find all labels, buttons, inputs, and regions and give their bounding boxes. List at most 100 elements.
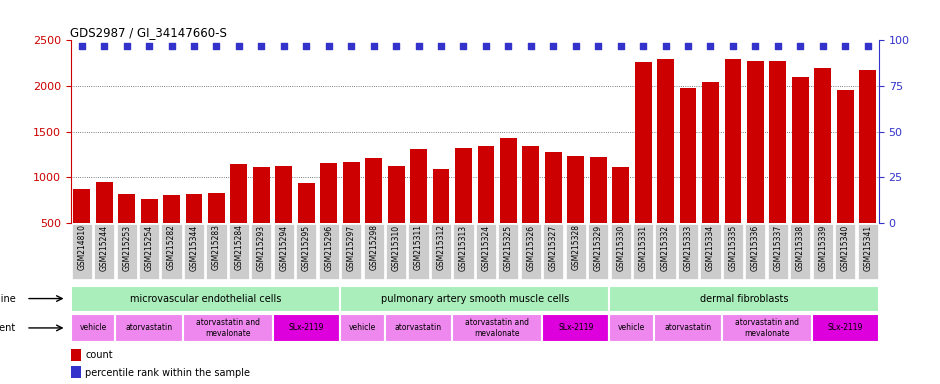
Text: GSM215325: GSM215325 bbox=[504, 224, 513, 271]
Bar bbox=[343, 162, 360, 268]
FancyBboxPatch shape bbox=[611, 224, 631, 279]
Text: atorvastatin and
mevalonate: atorvastatin and mevalonate bbox=[465, 318, 529, 338]
FancyBboxPatch shape bbox=[228, 224, 249, 279]
FancyBboxPatch shape bbox=[207, 224, 227, 279]
Bar bbox=[702, 82, 719, 268]
Text: GSM215284: GSM215284 bbox=[234, 224, 243, 270]
Text: GDS2987 / GI_34147660-S: GDS2987 / GI_34147660-S bbox=[70, 26, 227, 39]
Bar bbox=[185, 194, 202, 268]
Bar bbox=[657, 58, 674, 268]
FancyBboxPatch shape bbox=[70, 314, 116, 342]
FancyBboxPatch shape bbox=[386, 224, 406, 279]
Bar bbox=[859, 70, 876, 268]
Point bbox=[478, 43, 494, 49]
FancyBboxPatch shape bbox=[116, 314, 182, 342]
Text: GSM215254: GSM215254 bbox=[145, 224, 153, 271]
Point bbox=[635, 43, 650, 49]
Point bbox=[209, 43, 224, 49]
FancyBboxPatch shape bbox=[566, 224, 586, 279]
FancyBboxPatch shape bbox=[700, 224, 721, 279]
Point bbox=[97, 43, 112, 49]
Text: GSM215338: GSM215338 bbox=[796, 224, 805, 271]
Text: GSM215336: GSM215336 bbox=[751, 224, 760, 271]
FancyBboxPatch shape bbox=[409, 224, 429, 279]
Point bbox=[792, 43, 807, 49]
Text: GSM215312: GSM215312 bbox=[436, 224, 446, 270]
FancyBboxPatch shape bbox=[498, 224, 519, 279]
Point bbox=[456, 43, 471, 49]
Bar bbox=[837, 91, 854, 268]
FancyBboxPatch shape bbox=[654, 314, 722, 342]
FancyBboxPatch shape bbox=[521, 224, 540, 279]
Bar bbox=[164, 195, 180, 268]
Bar bbox=[96, 182, 113, 268]
Text: pulmonary artery smooth muscle cells: pulmonary artery smooth muscle cells bbox=[381, 293, 569, 304]
FancyBboxPatch shape bbox=[588, 224, 608, 279]
FancyBboxPatch shape bbox=[162, 224, 181, 279]
Text: GSM215341: GSM215341 bbox=[863, 224, 872, 271]
FancyBboxPatch shape bbox=[722, 314, 811, 342]
Text: GSM215328: GSM215328 bbox=[572, 224, 580, 270]
Bar bbox=[275, 166, 292, 268]
FancyBboxPatch shape bbox=[364, 224, 384, 279]
FancyBboxPatch shape bbox=[319, 224, 338, 279]
Point bbox=[726, 43, 741, 49]
Text: GSM215339: GSM215339 bbox=[818, 224, 827, 271]
FancyBboxPatch shape bbox=[857, 224, 878, 279]
Bar bbox=[70, 349, 81, 361]
Text: agent: agent bbox=[0, 323, 16, 333]
Text: GSM215253: GSM215253 bbox=[122, 224, 132, 271]
FancyBboxPatch shape bbox=[476, 224, 496, 279]
Bar bbox=[253, 167, 270, 268]
Bar bbox=[118, 194, 135, 268]
Text: GSM215296: GSM215296 bbox=[324, 224, 334, 271]
Text: GSM215340: GSM215340 bbox=[840, 224, 850, 271]
FancyBboxPatch shape bbox=[384, 314, 452, 342]
Point bbox=[815, 43, 830, 49]
Point bbox=[860, 43, 875, 49]
Point bbox=[321, 43, 337, 49]
Point bbox=[186, 43, 201, 49]
Text: GSM215337: GSM215337 bbox=[774, 224, 782, 271]
Point bbox=[681, 43, 696, 49]
FancyBboxPatch shape bbox=[117, 224, 136, 279]
FancyBboxPatch shape bbox=[274, 224, 294, 279]
Text: GSM215310: GSM215310 bbox=[392, 224, 400, 271]
Text: percentile rank within the sample: percentile rank within the sample bbox=[85, 367, 250, 377]
Text: GSM215332: GSM215332 bbox=[661, 224, 670, 271]
FancyBboxPatch shape bbox=[273, 314, 340, 342]
FancyBboxPatch shape bbox=[609, 286, 879, 311]
Bar bbox=[814, 68, 831, 268]
Text: dermal fibroblasts: dermal fibroblasts bbox=[700, 293, 789, 304]
Bar bbox=[298, 183, 315, 268]
Bar bbox=[523, 146, 540, 268]
Bar bbox=[455, 148, 472, 268]
Point bbox=[299, 43, 314, 49]
Bar bbox=[141, 199, 158, 268]
Text: GSM215335: GSM215335 bbox=[728, 224, 738, 271]
FancyBboxPatch shape bbox=[542, 314, 609, 342]
Bar bbox=[70, 366, 81, 379]
Point bbox=[164, 43, 180, 49]
Text: GSM215244: GSM215244 bbox=[100, 224, 109, 271]
Text: atorvastatin: atorvastatin bbox=[665, 323, 712, 333]
Text: GSM215329: GSM215329 bbox=[594, 224, 603, 271]
Text: SLx-2119: SLx-2119 bbox=[289, 323, 324, 333]
Point bbox=[231, 43, 246, 49]
Point bbox=[703, 43, 718, 49]
Bar bbox=[432, 169, 449, 268]
FancyBboxPatch shape bbox=[453, 224, 474, 279]
Point bbox=[142, 43, 157, 49]
Text: GSM215282: GSM215282 bbox=[167, 224, 176, 270]
Text: count: count bbox=[85, 350, 113, 360]
FancyBboxPatch shape bbox=[609, 314, 654, 342]
Text: GSM215331: GSM215331 bbox=[638, 224, 648, 271]
Bar bbox=[680, 88, 697, 268]
Text: GSM215295: GSM215295 bbox=[302, 224, 311, 271]
FancyBboxPatch shape bbox=[543, 224, 563, 279]
Point bbox=[74, 43, 89, 49]
Bar bbox=[568, 156, 584, 268]
Text: atorvastatin and
mevalonate: atorvastatin and mevalonate bbox=[196, 318, 259, 338]
Bar bbox=[612, 167, 629, 268]
FancyBboxPatch shape bbox=[813, 224, 833, 279]
